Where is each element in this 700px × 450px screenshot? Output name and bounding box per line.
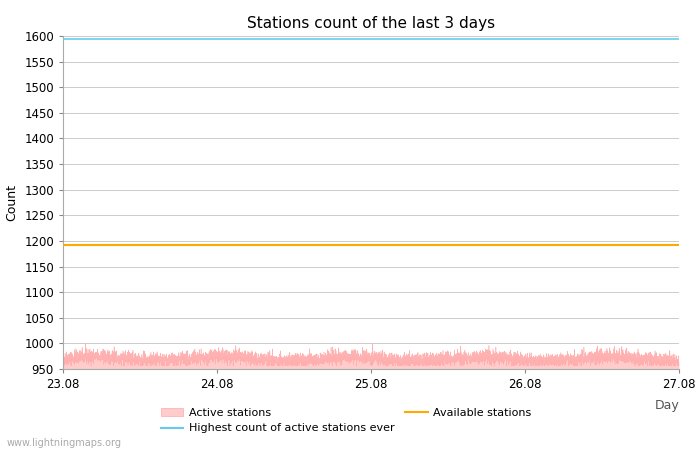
Title: Stations count of the last 3 days: Stations count of the last 3 days: [247, 16, 495, 31]
Text: Day: Day: [654, 399, 679, 412]
Text: www.lightningmaps.org: www.lightningmaps.org: [7, 438, 122, 448]
Legend: Active stations, Highest count of active stations ever, Available stations: Active stations, Highest count of active…: [161, 408, 531, 433]
Y-axis label: Count: Count: [6, 184, 19, 221]
